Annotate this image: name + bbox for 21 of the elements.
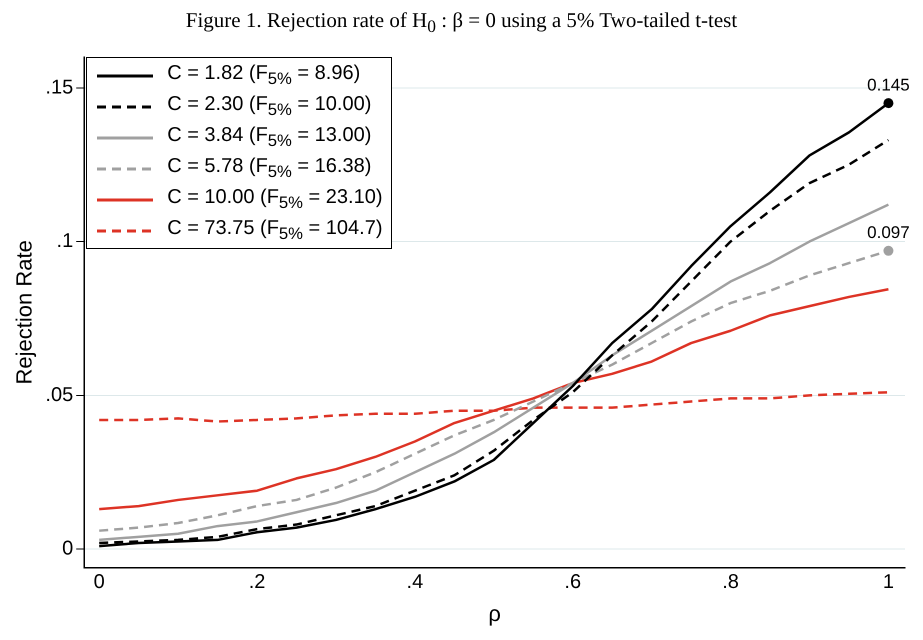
x-tick-label: .2	[248, 571, 266, 594]
x-tick-label: 1	[882, 571, 894, 594]
y-tick-label: .15	[45, 76, 74, 98]
y-tick-label: .1	[56, 230, 74, 252]
legend-label: C = 10.00 (F$_{5%}$ = 23.10)	[167, 186, 382, 213]
legend-label: C = 2.30 (F$_{5%}$ = 10.00)	[167, 93, 372, 120]
annotation: 0.145	[867, 75, 910, 94]
annotation: 0.097	[867, 222, 910, 242]
x-tick-label: .8	[722, 571, 739, 594]
x-axis-title: ρ	[488, 600, 501, 626]
x-tick-label: .4	[406, 571, 424, 594]
y-tick-label: 0	[62, 538, 74, 560]
chart-title: Figure 1. Rejection rate of H$_{0}$ : β = 0 using a 5% Two-tailed t-test	[184, 8, 738, 38]
legend-label: C = 1.82 (F$_{5%}$ = 8.96)	[167, 62, 360, 89]
x-tick-label: .6	[564, 571, 582, 594]
x-tick-label: 0	[94, 571, 105, 594]
y-axis-title: Rejection Rate	[11, 240, 36, 384]
legend-label: C = 73.75 (F$_{5%}$ = 104.7)	[167, 217, 382, 244]
y-tick-label: .05	[45, 384, 74, 406]
legend-label: C = 3.84 (F$_{5%}$ = 13.00)	[167, 124, 372, 151]
legend-label: C = 5.78 (F$_{5%}$ = 16.38)	[167, 155, 372, 182]
